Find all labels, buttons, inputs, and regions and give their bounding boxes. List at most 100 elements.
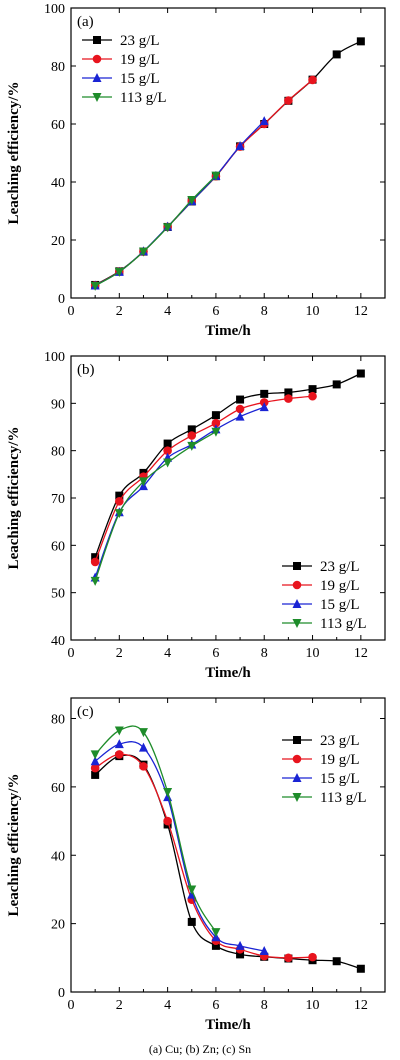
x-tick-label: 2 [116, 304, 123, 319]
y-tick-label: 40 [51, 849, 65, 864]
chart-panel: 0 2 4 6 8 10 12 0 20 40 60 80 100 Time/h Leaching effi… [6, 2, 386, 339]
data-point [356, 37, 365, 46]
legend-label: 113 g/L [120, 90, 167, 106]
y-axis-title: Leaching efficiency/% [6, 774, 22, 917]
data-point [114, 267, 124, 277]
series-line [94, 753, 313, 959]
y-tick-label: 100 [44, 350, 65, 365]
data-point [235, 411, 245, 421]
series-line [94, 395, 313, 563]
x-tick-label: 6 [212, 646, 219, 661]
legend-label: 113 g/L [320, 790, 367, 806]
data-point [284, 953, 293, 963]
y-tick-label: 0 [58, 292, 65, 307]
x-axis-title: Time/h [205, 665, 251, 681]
y-tick-label: 40 [51, 176, 65, 191]
data-point [235, 141, 245, 151]
y-tick-label: 70 [51, 492, 65, 507]
y-axis-title: Leaching efficiency/% [6, 427, 22, 570]
data-point [187, 885, 197, 895]
x-tick-label: 4 [164, 304, 171, 319]
x-tick-label: 10 [306, 646, 320, 661]
legend-marker [92, 54, 102, 64]
data-point [138, 742, 148, 752]
data-point [163, 816, 172, 826]
panel-label: (b) [77, 362, 95, 378]
legend-marker [92, 73, 102, 82]
series-line [94, 175, 217, 287]
y-tick-label: 0 [58, 986, 65, 1001]
x-tick-label: 0 [68, 646, 75, 661]
legend-marker [292, 773, 302, 782]
x-tick-label: 6 [212, 998, 219, 1013]
data-point [284, 96, 293, 105]
series-line [94, 431, 217, 582]
data-point [284, 388, 293, 397]
x-axis-title: Time/h [205, 323, 251, 339]
y-tick-label: 20 [51, 234, 65, 249]
plot-frame [70, 7, 386, 299]
data-point [115, 750, 124, 759]
data-point [211, 427, 221, 437]
y-tick-label: 60 [51, 539, 65, 554]
data-point [211, 928, 221, 938]
data-point [187, 917, 196, 926]
data-point [163, 446, 172, 455]
data-point [259, 945, 269, 955]
data-point [90, 557, 100, 567]
figure-caption: (a) Cu; (b) Zn; (c) Sn [148, 1042, 252, 1056]
data-point [90, 576, 100, 586]
legend-label: 15 g/L [320, 771, 360, 787]
panel-label: (a) [77, 14, 94, 30]
x-tick-label: 8 [261, 646, 268, 661]
data-point [332, 50, 341, 59]
data-point [91, 770, 100, 779]
data-point [90, 281, 100, 291]
x-tick-label: 8 [261, 998, 268, 1013]
data-point [308, 391, 317, 401]
data-point [114, 509, 124, 519]
legend-label: 23 g/L [120, 33, 160, 49]
y-tick-label: 60 [51, 118, 65, 133]
legend-marker [292, 580, 302, 590]
data-point [211, 941, 220, 950]
data-point [236, 395, 245, 404]
y-tick-label: 80 [51, 445, 65, 460]
x-tick-label: 10 [306, 304, 320, 319]
legend-marker [292, 793, 302, 802]
panel-label: (c) [77, 704, 94, 720]
legend-label: 15 g/L [120, 71, 160, 87]
data-point [90, 750, 100, 760]
x-tick-label: 2 [116, 646, 123, 661]
x-axis-title: Time/h [205, 1017, 251, 1033]
y-tick-label: 80 [51, 60, 65, 75]
series-line [94, 725, 217, 933]
data-point [91, 553, 100, 562]
data-point [211, 418, 221, 428]
legend-label: 15 g/L [320, 597, 360, 613]
data-point [139, 762, 148, 771]
data-point [332, 957, 341, 966]
data-point [163, 223, 173, 233]
x-tick-label: 8 [261, 304, 268, 319]
x-tick-label: 0 [68, 998, 75, 1013]
series-line [94, 741, 265, 952]
legend-label: 23 g/L [320, 559, 360, 575]
legend-label: 23 g/L [320, 733, 360, 749]
chart-panel: 0 2 4 6 8 10 12 40 50 60 70 80 90 100 Time/h Leaching e… [6, 350, 386, 681]
legend-marker [293, 562, 301, 570]
y-tick-label: 50 [51, 587, 65, 602]
x-tick-label: 2 [116, 998, 123, 1013]
series-line [94, 754, 362, 970]
data-point [356, 369, 365, 378]
data-point [163, 439, 172, 448]
y-tick-label: 100 [44, 2, 65, 17]
data-point [187, 425, 196, 434]
data-point [115, 491, 124, 500]
data-point [308, 75, 317, 85]
legend-label: 19 g/L [320, 752, 360, 768]
data-point [235, 940, 245, 950]
plot-frame [70, 697, 386, 993]
series-line [94, 372, 362, 558]
x-tick-label: 12 [354, 998, 368, 1013]
